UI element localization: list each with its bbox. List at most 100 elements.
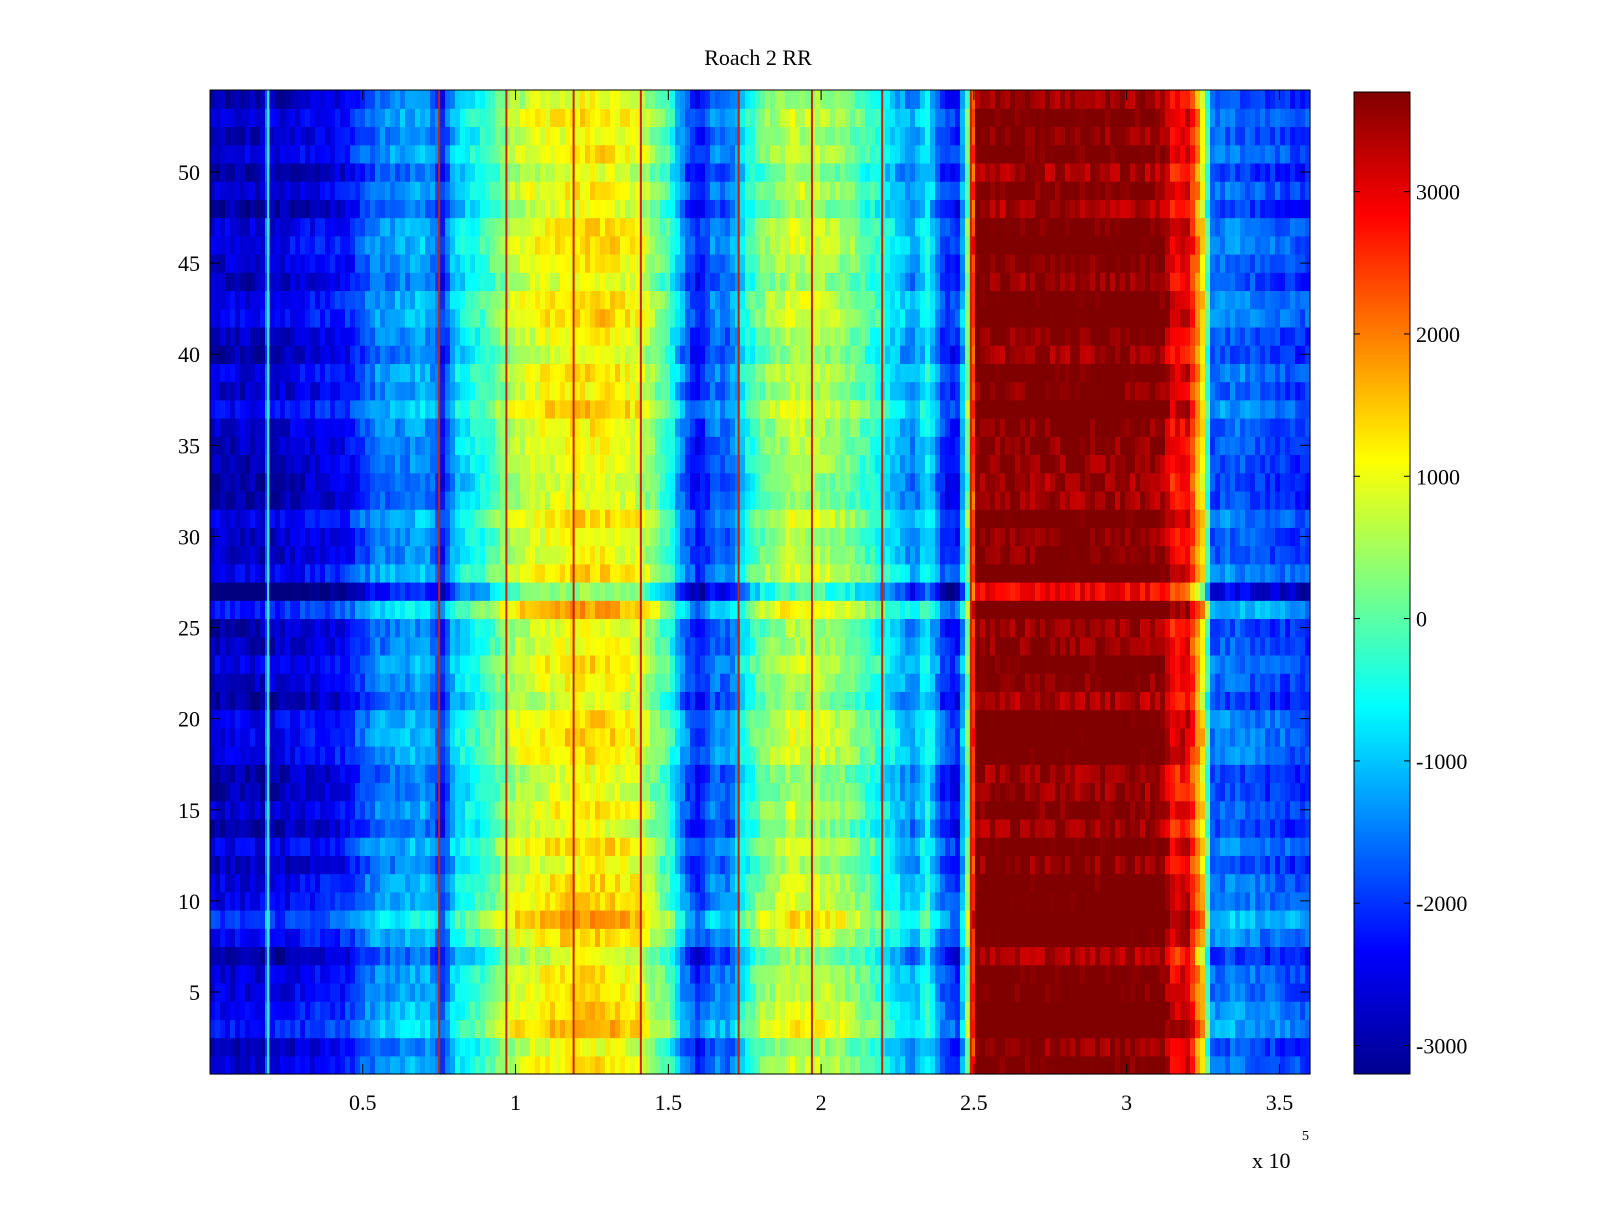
heatmap-cell bbox=[1040, 709, 1046, 729]
heatmap-cell bbox=[520, 964, 526, 984]
heatmap-cell bbox=[1110, 910, 1116, 929]
heatmap-cell bbox=[1255, 964, 1261, 984]
heatmap-cell bbox=[1035, 910, 1041, 929]
heatmap-cell bbox=[1080, 800, 1086, 820]
heatmap-cell bbox=[1250, 800, 1256, 820]
heatmap-cell bbox=[475, 964, 481, 984]
heatmap-cell bbox=[895, 800, 901, 820]
heatmap-cell bbox=[710, 1055, 716, 1075]
heatmap-cell bbox=[1060, 891, 1066, 911]
heatmap-cell bbox=[485, 928, 491, 948]
heatmap-cell bbox=[865, 818, 871, 838]
heatmap-cell bbox=[225, 746, 231, 765]
heatmap-cell bbox=[705, 800, 711, 820]
heatmap-cell bbox=[275, 654, 281, 674]
heatmap-cell bbox=[270, 946, 276, 966]
heatmap-cell bbox=[490, 818, 496, 838]
heatmap-cell bbox=[480, 837, 486, 856]
heatmap-cell bbox=[1285, 891, 1291, 911]
heatmap-cell bbox=[240, 709, 246, 729]
heatmap-cell bbox=[925, 1037, 931, 1057]
heatmap-cell bbox=[685, 837, 691, 856]
heatmap-cell bbox=[1280, 855, 1286, 875]
heatmap-cell bbox=[1005, 1055, 1011, 1075]
heatmap-cell bbox=[495, 891, 501, 911]
heatmap-cell bbox=[1225, 709, 1231, 729]
heatmap-cell bbox=[375, 709, 381, 729]
heatmap-cell bbox=[355, 764, 361, 784]
heatmap-cell bbox=[635, 837, 641, 856]
heatmap-cell bbox=[1200, 1019, 1206, 1039]
heatmap-cell bbox=[475, 1055, 481, 1075]
heatmap-cell bbox=[725, 673, 731, 692]
heatmap-cell bbox=[610, 709, 616, 729]
heatmap-cell bbox=[685, 691, 691, 711]
heatmap-cell bbox=[555, 855, 561, 875]
heatmap-cell bbox=[1005, 782, 1011, 802]
heatmap-cell bbox=[290, 928, 296, 948]
heatmap-cell bbox=[940, 764, 946, 784]
heatmap-cell bbox=[1040, 1037, 1046, 1057]
heatmap-cell bbox=[770, 1019, 776, 1039]
heatmap-cell bbox=[1150, 746, 1156, 765]
heatmap-cell bbox=[980, 855, 986, 875]
heatmap-cell bbox=[335, 1037, 341, 1057]
heatmap-cell bbox=[1130, 673, 1136, 692]
heatmap-cell bbox=[535, 818, 541, 838]
heatmap-cell bbox=[1050, 782, 1056, 802]
heatmap-cell bbox=[860, 782, 866, 802]
heatmap-cell bbox=[630, 964, 636, 984]
heatmap-cell bbox=[1245, 1001, 1251, 1020]
heatmap-cell bbox=[500, 946, 506, 966]
heatmap-cell bbox=[1275, 928, 1281, 948]
heatmap-cell bbox=[1265, 800, 1271, 820]
heatmap-cell bbox=[215, 873, 221, 893]
heatmap-cell bbox=[515, 691, 521, 711]
heatmap-cell bbox=[760, 764, 766, 784]
heatmap-cell bbox=[1110, 673, 1116, 692]
heatmap-cell bbox=[470, 873, 476, 893]
heatmap-cell bbox=[990, 837, 996, 856]
heatmap-cell bbox=[910, 1037, 916, 1057]
heatmap-cell bbox=[865, 891, 871, 911]
heatmap-cell bbox=[1060, 673, 1066, 692]
heatmap-cell bbox=[1100, 764, 1106, 784]
heatmap-cell bbox=[1130, 709, 1136, 729]
heatmap-cell bbox=[540, 891, 546, 911]
heatmap-cell bbox=[335, 982, 341, 1002]
heatmap-cell bbox=[780, 1001, 786, 1020]
heatmap-cell bbox=[950, 873, 956, 893]
heatmap-cell bbox=[240, 928, 246, 948]
heatmap-cell bbox=[310, 673, 316, 692]
heatmap-cell bbox=[1190, 1001, 1196, 1020]
heatmap-cell bbox=[780, 673, 786, 692]
heatmap-cell bbox=[550, 837, 556, 856]
heatmap-cell bbox=[1095, 818, 1101, 838]
heatmap-cell bbox=[1105, 1019, 1111, 1039]
heatmap-cell bbox=[1140, 727, 1146, 747]
heatmap-cell bbox=[1230, 928, 1236, 948]
heatmap-cell bbox=[1270, 1001, 1276, 1020]
heatmap-cell bbox=[820, 818, 826, 838]
heatmap-cell bbox=[355, 654, 361, 674]
heatmap-cell bbox=[840, 964, 846, 984]
heatmap-cell bbox=[335, 709, 341, 729]
heatmap-cell bbox=[980, 1001, 986, 1020]
heatmap-cell bbox=[320, 782, 326, 802]
heatmap-cell bbox=[720, 746, 726, 765]
heatmap-cell bbox=[800, 800, 806, 820]
heatmap-cell bbox=[765, 1037, 771, 1057]
heatmap-cell bbox=[970, 1037, 976, 1057]
heatmap-cell bbox=[390, 764, 396, 784]
heatmap-cell bbox=[560, 982, 566, 1002]
heatmap-cell bbox=[1050, 891, 1056, 911]
heatmap-cell bbox=[1170, 782, 1176, 802]
heatmap-cell bbox=[595, 837, 601, 856]
heatmap-cell bbox=[950, 800, 956, 820]
heatmap-cell bbox=[1210, 1001, 1216, 1020]
heatmap-cell bbox=[715, 727, 721, 747]
heatmap-cell bbox=[520, 746, 526, 765]
heatmap-cell bbox=[1205, 1037, 1211, 1057]
heatmap-cell bbox=[1245, 946, 1251, 966]
heatmap-cell bbox=[975, 873, 981, 893]
